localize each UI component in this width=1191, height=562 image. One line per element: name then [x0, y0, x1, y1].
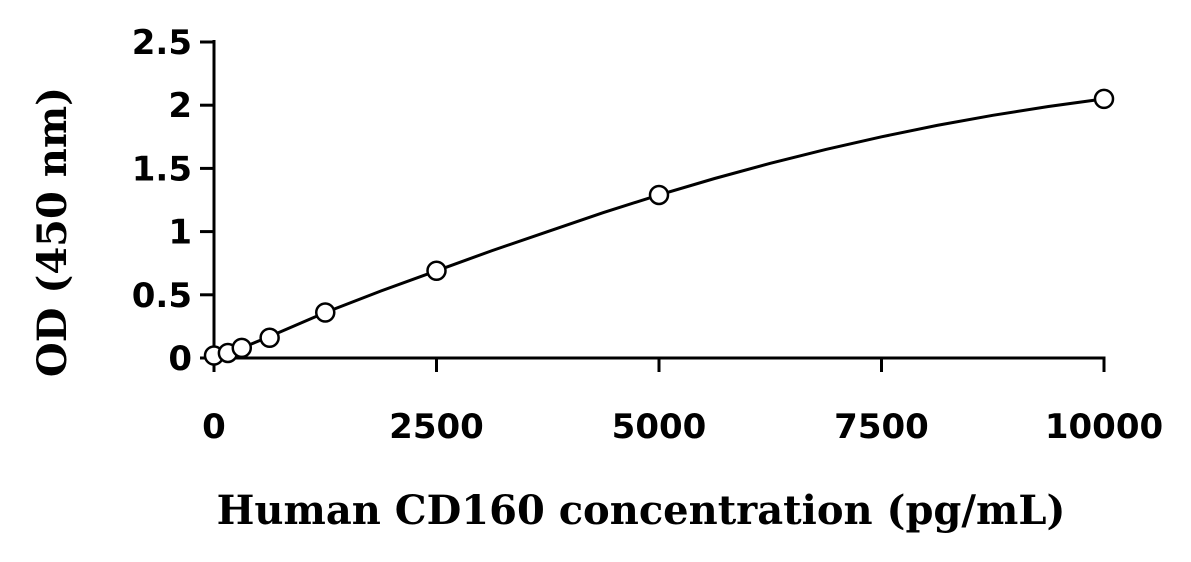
x-tick-label: 2500	[389, 407, 484, 447]
y-tick-label: 0	[168, 339, 192, 379]
y-axis-title: OD (450 nm)	[29, 87, 76, 377]
x-tick-label: 7500	[834, 407, 929, 447]
data-point	[315, 302, 336, 323]
data-point	[259, 327, 280, 349]
x-tick-label: 0	[202, 407, 226, 447]
data-point	[426, 260, 447, 282]
y-tick-label: 1	[168, 213, 192, 253]
y-tick-label: 1.5	[132, 149, 192, 189]
y-tick-label: 0.5	[132, 276, 192, 316]
x-tick-label: 10000	[1045, 407, 1163, 447]
y-axis-ticks: 0 0.5 1 1.5 2 2.5	[132, 23, 214, 379]
y-tick-label: 2	[168, 86, 192, 126]
fit-curve-line	[213, 97, 1105, 359]
x-tick-label: 5000	[612, 407, 707, 447]
data-point	[1093, 88, 1115, 110]
y-tick-label: 2.5	[132, 23, 192, 63]
x-axis-ticks: 0 2500 5000 7500 10000	[202, 358, 1163, 447]
data-points	[203, 88, 1115, 366]
x-axis-title: Human CD160 concentration (pg/mL)	[217, 487, 1066, 534]
data-point	[231, 337, 253, 359]
data-point	[648, 184, 670, 206]
